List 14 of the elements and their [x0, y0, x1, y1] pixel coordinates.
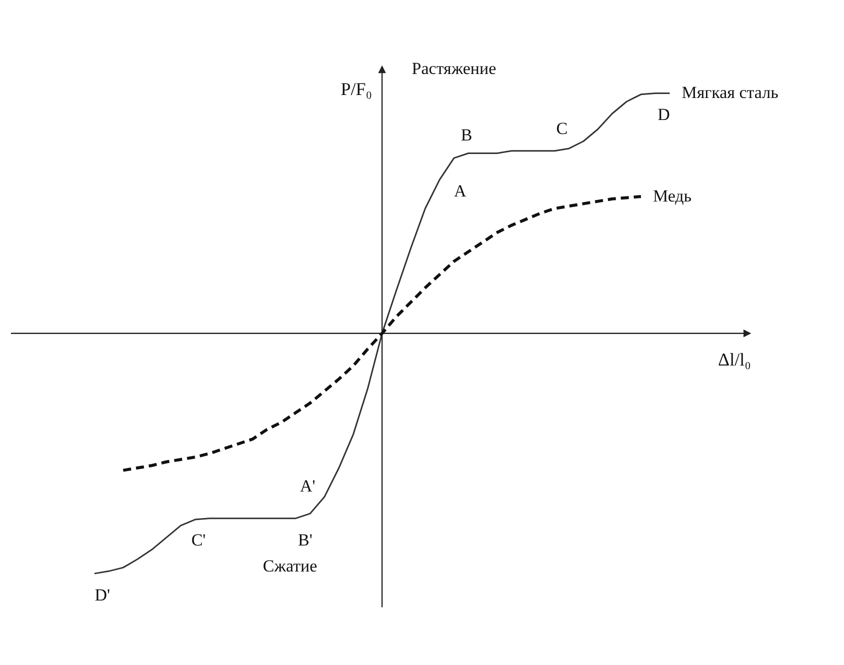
annotation: B — [460, 125, 472, 144]
series-label: Медь — [652, 186, 692, 206]
annotation: C — [556, 119, 568, 138]
annotation: D — [658, 105, 670, 124]
annotation: A — [454, 181, 468, 200]
annotation: Сжатие — [262, 556, 318, 576]
annotation: A' — [300, 476, 316, 496]
y-axis-title: P/F₀ — [340, 78, 372, 99]
text: D' — [94, 586, 110, 605]
annotation: C' — [191, 530, 206, 550]
text: Растяжение — [412, 59, 496, 78]
annotation: B' — [298, 530, 312, 550]
x-axis-title: Δl/l₀ — [718, 349, 751, 370]
series-label: Мягкая сталь — [682, 83, 779, 102]
